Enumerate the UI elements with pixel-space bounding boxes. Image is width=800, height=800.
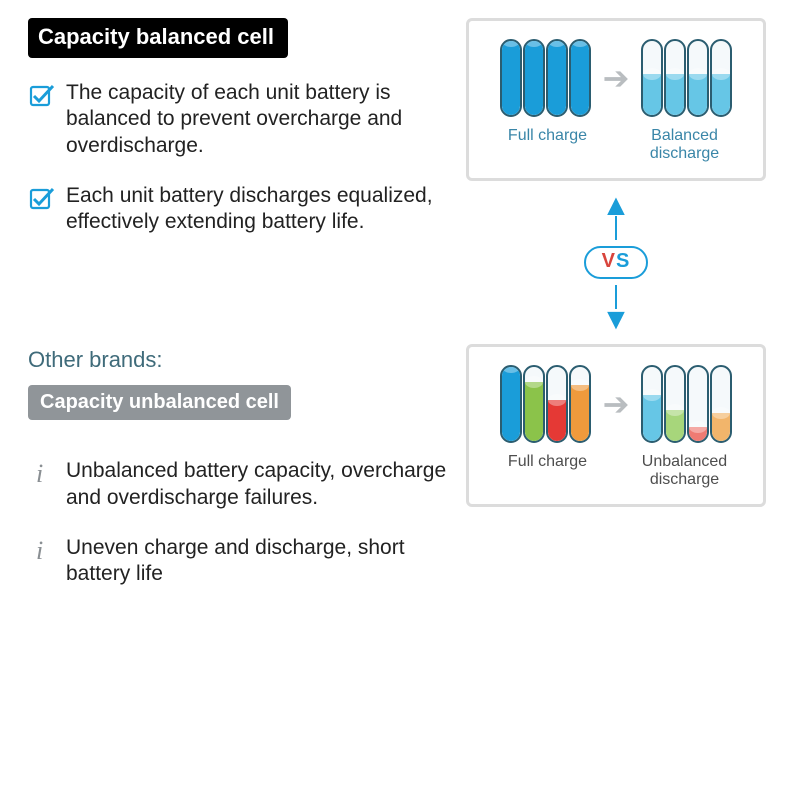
battery-cell <box>500 365 522 443</box>
battery-cell <box>523 365 545 443</box>
other-brands-heading: Other brands: <box>28 347 456 373</box>
battery-cell <box>664 39 686 117</box>
bullet-text: Each unit battery discharges equalized, … <box>66 183 456 236</box>
battery-cell <box>664 365 686 443</box>
battery-cell <box>710 39 732 117</box>
balanced-panel: ➔ Full charge Balanced discharge <box>466 18 766 181</box>
checkbox-icon <box>28 82 56 110</box>
battery-cell <box>569 39 591 117</box>
arrow-right-icon: ➔ <box>599 62 634 94</box>
vs-badge: VS <box>584 246 649 279</box>
svg-text:i: i <box>36 537 43 565</box>
battery-cell <box>546 39 568 117</box>
arrow-up-icon: ▲ <box>601 195 631 216</box>
panel-row: ➔ <box>500 365 733 443</box>
bullet-text: Unbalanced battery capacity, overcharge … <box>66 458 456 511</box>
battery-cell <box>641 365 663 443</box>
bullet-text: Uneven charge and discharge, short batte… <box>66 535 456 588</box>
unbalanced-bullet-2: i Uneven charge and discharge, short bat… <box>28 535 456 588</box>
balanced-tag: Capacity balanced cell <box>28 18 288 58</box>
arrow-down-icon: ▼ <box>601 309 631 330</box>
label-balanced-discharge: Balanced discharge <box>616 127 753 164</box>
unbalanced-panel: ➔ Full charge Unbalanced discharge <box>466 344 766 507</box>
battery-group-discharged <box>641 39 732 117</box>
checkbox-icon <box>28 185 56 213</box>
unbalanced-bullet-1: i Unbalanced battery capacity, overcharg… <box>28 458 456 511</box>
label-unbalanced-discharge: Unbalanced discharge <box>616 453 753 490</box>
svg-text:i: i <box>36 460 43 488</box>
battery-group-discharged <box>641 365 732 443</box>
battery-cell <box>546 365 568 443</box>
balanced-bullet-2: Each unit battery discharges equalized, … <box>28 183 456 236</box>
battery-cell <box>569 365 591 443</box>
panel-labels: Full charge Unbalanced discharge <box>479 453 753 490</box>
left-column: Capacity balanced cell The capacity of e… <box>28 18 456 782</box>
bullet-text: The capacity of each unit battery is bal… <box>66 80 456 159</box>
battery-cell <box>523 39 545 117</box>
battery-cell <box>687 365 709 443</box>
info-icon: i <box>28 460 56 488</box>
unbalanced-tag: Capacity unbalanced cell <box>28 385 291 420</box>
battery-cell <box>641 39 663 117</box>
battery-group-full <box>500 365 591 443</box>
battery-cell <box>687 39 709 117</box>
battery-group-full <box>500 39 591 117</box>
panel-labels: Full charge Balanced discharge <box>479 127 753 164</box>
battery-cell <box>710 365 732 443</box>
label-full-charge: Full charge <box>479 127 616 164</box>
balanced-bullet-1: The capacity of each unit battery is bal… <box>28 80 456 159</box>
battery-cell <box>500 39 522 117</box>
info-icon: i <box>28 537 56 565</box>
right-column: ➔ Full charge Balanced discharge ▲ VS ▼ … <box>456 18 776 782</box>
panel-row: ➔ <box>500 39 733 117</box>
arrow-right-icon: ➔ <box>599 388 634 420</box>
vs-divider: ▲ VS ▼ <box>584 195 649 330</box>
label-full-charge: Full charge <box>479 453 616 490</box>
